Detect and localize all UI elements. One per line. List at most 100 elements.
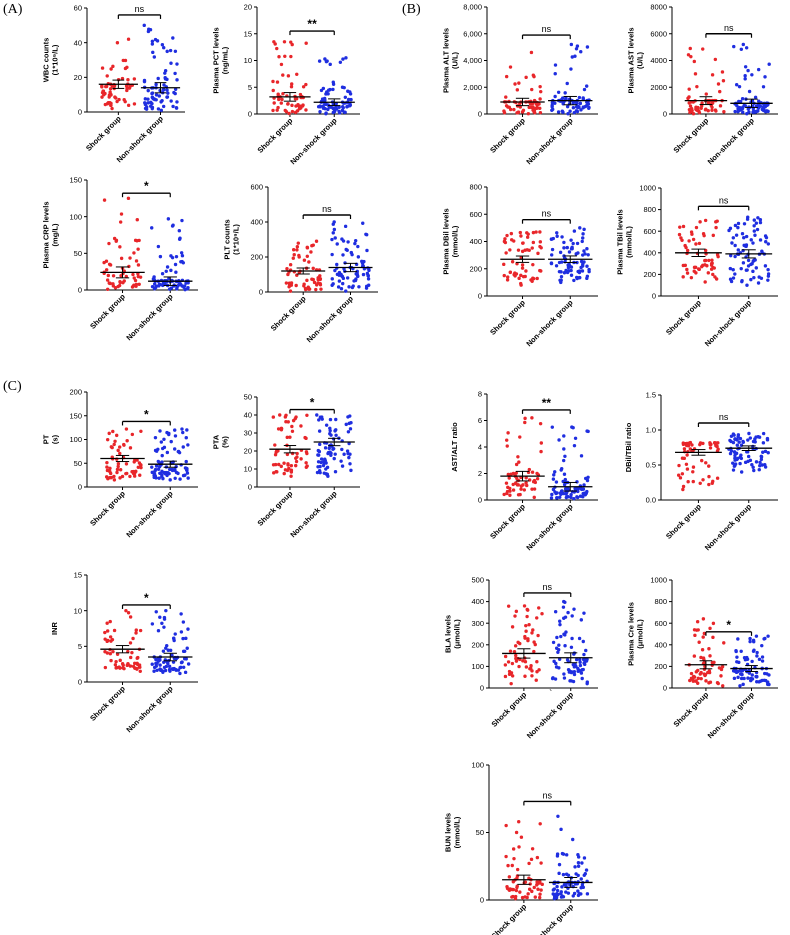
data-point [143, 106, 148, 111]
y-tick-label: 0 [78, 678, 82, 687]
data-point [167, 664, 172, 669]
data-point [345, 276, 350, 280]
data-point [177, 282, 182, 286]
data-point [585, 892, 590, 896]
data-point [734, 649, 738, 653]
data-point [513, 614, 517, 618]
data-point [767, 682, 771, 687]
data-point [688, 104, 693, 108]
data-point [576, 873, 580, 878]
data-point [758, 460, 762, 465]
data-point [752, 468, 756, 473]
data-point [160, 460, 164, 464]
data-point [111, 64, 115, 69]
data-point [764, 240, 768, 244]
data-point [731, 432, 736, 436]
data-point [510, 625, 515, 629]
data-point [108, 101, 112, 105]
data-point [690, 443, 694, 447]
x-category-label: Shock group [672, 116, 711, 155]
data-point [328, 432, 332, 436]
data-point [685, 248, 690, 253]
data-point [678, 225, 682, 229]
y-tick-label: 0 [78, 483, 82, 492]
data-point [128, 664, 133, 668]
data-point [521, 274, 526, 279]
data-point [538, 97, 542, 101]
significance-label: ns [542, 24, 552, 34]
data-point [508, 65, 513, 69]
data-point [538, 895, 542, 900]
y-tick-label: 2 [478, 469, 482, 478]
data-point [534, 678, 538, 682]
data-point [722, 110, 726, 114]
data-point [305, 464, 309, 468]
y-tick-label: 100 [471, 761, 484, 770]
data-point [761, 106, 766, 110]
data-point [504, 854, 508, 859]
data-point [558, 622, 562, 627]
data-point [275, 470, 279, 474]
data-point [714, 443, 718, 448]
data-point [557, 862, 562, 867]
data-point [318, 283, 323, 287]
data-point [505, 444, 509, 448]
data-point [162, 615, 167, 620]
data-point [132, 251, 136, 255]
data-point [510, 863, 514, 868]
data-point [752, 648, 756, 652]
data-point [578, 892, 582, 896]
chart-wbc: 0 20 40 60 WBC counts (1*10⁹/L) Shock groupNon… [42, 4, 185, 164]
data-point [746, 68, 750, 73]
data-point [186, 662, 191, 666]
data-point [558, 619, 562, 623]
data-point [553, 63, 558, 67]
data-point [339, 272, 343, 277]
data-point [139, 465, 143, 470]
data-point [508, 649, 513, 653]
data-point [687, 239, 691, 243]
data-point [761, 431, 766, 436]
data-point [527, 861, 531, 866]
data-point [115, 652, 120, 656]
significance-label: * [144, 591, 149, 605]
data-point [346, 451, 350, 456]
data-point [323, 57, 327, 61]
data-point [562, 616, 566, 620]
data-point [539, 888, 543, 892]
data-point [524, 75, 528, 80]
data-point [175, 100, 179, 104]
data-point [329, 453, 333, 457]
data-point [539, 861, 543, 865]
data-point [115, 467, 120, 472]
data-point [553, 72, 557, 76]
data-point [745, 283, 749, 287]
data-point [695, 84, 699, 89]
data-point [532, 885, 536, 890]
y-tick-label: 4 [478, 443, 482, 452]
data-point [741, 110, 745, 114]
data-point [747, 110, 751, 114]
data-point [693, 633, 697, 638]
y-tick-label: 6 [478, 416, 482, 425]
data-point [118, 279, 122, 284]
data-point [525, 483, 529, 488]
data-point [174, 270, 178, 274]
data-point [517, 664, 521, 669]
data-point [710, 481, 714, 485]
data-point [551, 676, 555, 680]
data-point [564, 495, 569, 500]
data-point [550, 103, 554, 108]
data-point [538, 106, 542, 110]
y-axis-label: INR [50, 621, 59, 635]
data-point [177, 237, 182, 241]
data-point [105, 287, 110, 291]
data-point [702, 631, 707, 636]
data-point [180, 218, 184, 223]
data-point [728, 226, 733, 231]
data-point [531, 240, 536, 245]
y-tick-label: 4000 [650, 56, 667, 65]
data-point [565, 81, 569, 86]
data-point [739, 676, 744, 681]
data-point [539, 89, 543, 94]
